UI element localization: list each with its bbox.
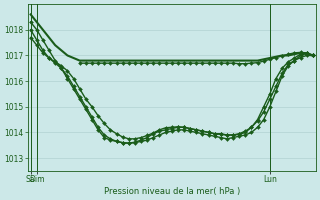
X-axis label: Pression niveau de la mer( hPa ): Pression niveau de la mer( hPa ) — [104, 187, 240, 196]
